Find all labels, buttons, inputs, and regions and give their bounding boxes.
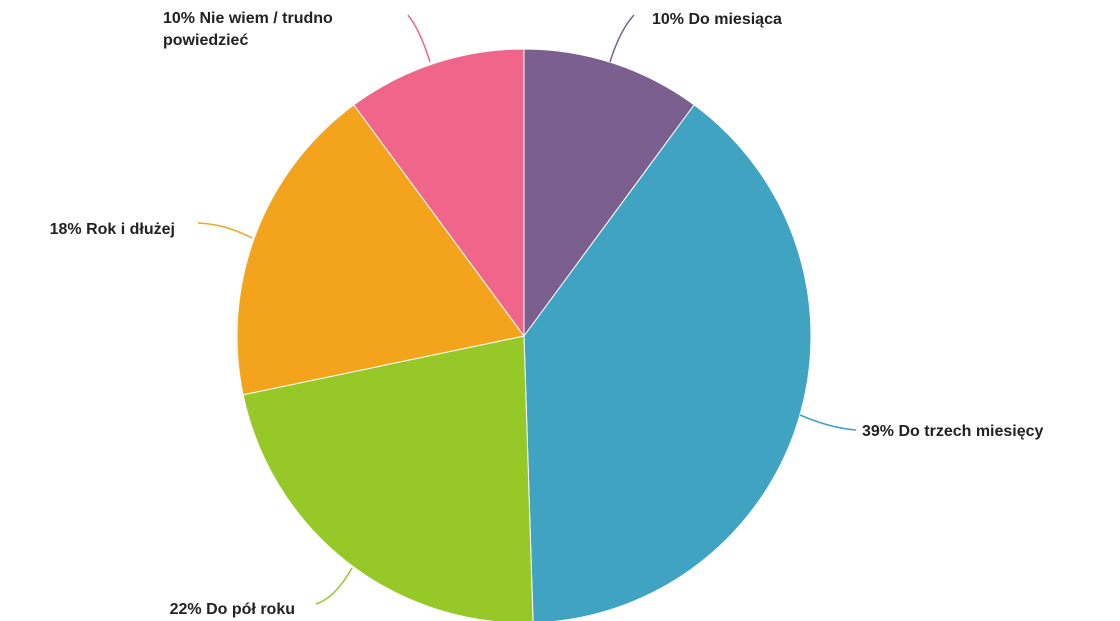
value-label: 22% xyxy=(169,601,202,618)
leader-line xyxy=(799,414,857,431)
category-label: Nie wiem / trudno powiedzieć xyxy=(163,10,333,49)
category-label: Do miesiąca xyxy=(688,11,782,28)
pie-slice xyxy=(523,104,812,621)
leader-line xyxy=(407,14,431,63)
slice-label: 18% Rok i dłużej xyxy=(50,219,175,241)
pie-slice xyxy=(353,48,525,338)
slice-label: 10% Do miesiąca xyxy=(652,9,782,31)
value-label: 39% xyxy=(862,423,895,440)
slice-label: 39% Do trzech miesięcy xyxy=(862,421,1043,443)
leader-line xyxy=(197,222,253,239)
slice-label: 10% Nie wiem / trudno powiedzieć xyxy=(163,8,399,52)
leader-line xyxy=(315,567,353,605)
value-label: 10% xyxy=(163,10,196,27)
leader-line xyxy=(609,14,635,63)
category-label: Rok i dłużej xyxy=(86,221,175,238)
category-label: Do trzech miesięcy xyxy=(898,423,1044,440)
value-label: 10% xyxy=(652,11,685,28)
value-label: 18% xyxy=(49,221,82,238)
pie-slice xyxy=(523,48,695,338)
pie-slice xyxy=(242,335,534,621)
pie-slice xyxy=(236,104,525,396)
category-label: Do pół roku xyxy=(206,601,295,618)
slice-label: 22% Do pół roku xyxy=(170,599,295,621)
